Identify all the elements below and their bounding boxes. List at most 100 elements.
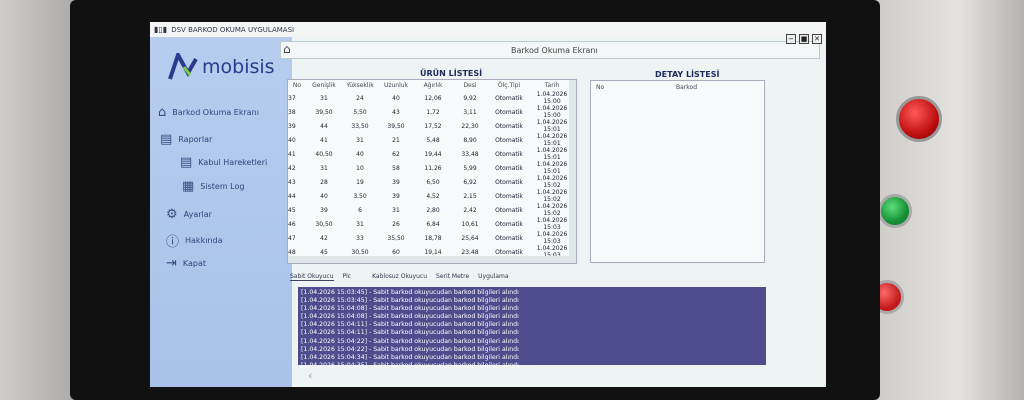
table-cell: Otomatik xyxy=(495,248,523,256)
table-cell: 40,50 xyxy=(315,150,333,158)
table-row[interactable]: 43 28 19 39 6,50 6,92 Otomatik 1.04.2026 15:02 xyxy=(288,175,574,189)
table-cell: 2,80 xyxy=(426,206,440,214)
tab-plc[interactable]: Plc xyxy=(342,273,352,280)
table-row[interactable]: 46 30,50 31 26 6,84 10,61 Otomatik 1.04.2026 15… xyxy=(288,217,574,231)
table-cell: 22,30 xyxy=(461,122,479,130)
green-button[interactable] xyxy=(878,194,912,228)
tab-uygulama[interactable]: Uygulama xyxy=(478,273,509,280)
table-cell: Otomatik xyxy=(495,192,523,200)
table-row[interactable]: 41 40,50 40 62 19,44 33,48 Otomatik 1.04.2026 1… xyxy=(288,147,574,161)
table-cell: Otomatik xyxy=(495,136,523,144)
table-cell: 44 xyxy=(288,192,296,200)
document-icon: ▦ xyxy=(182,179,195,194)
tab-kablosuz-okuyucu[interactable]: Kablosuz Okuyucu xyxy=(372,273,428,280)
table-row[interactable]: 38 39,50 5,50 43 1,72 3,11 Otomatik 1.04.2026 1… xyxy=(288,105,574,119)
table-cell: 42 xyxy=(320,234,328,242)
column-header[interactable]: No xyxy=(292,82,302,89)
table-row[interactable]: 45 39 6 31 2,80 2,42 Otomatik 1.04.2026 15:02 xyxy=(288,203,574,217)
table-cell: 47 xyxy=(288,234,296,242)
table-cell: 33,50 xyxy=(351,122,369,130)
table-row[interactable]: 37 31 24 40 12,06 9,92 Otomatik 1.04.2026 15:00 xyxy=(288,91,574,105)
table-cell: 8,90 xyxy=(463,136,477,144)
vertical-scrollbar[interactable] xyxy=(569,80,576,263)
table-cell: 62 xyxy=(392,150,400,158)
table-cell: Otomatik xyxy=(495,220,523,228)
table-cell: 6,50 xyxy=(426,178,440,186)
table-row[interactable]: 39 44 33,50 39,50 17,52 22,30 Otomatik 1.04.202… xyxy=(288,119,574,133)
detail-list-title: DETAY LİSTESİ xyxy=(655,70,720,79)
column-header[interactable]: Ölç.Tipi xyxy=(497,82,521,89)
table-cell: 2,42 xyxy=(463,206,477,214)
info-icon: ⓘ xyxy=(166,235,180,250)
table-cell: 6 xyxy=(358,206,362,214)
exit-icon: ⇥ xyxy=(166,256,177,271)
product-table: No Genişlik Yükseklik Uzunluk Ağırlık Desi Ölç… xyxy=(287,79,577,264)
table-cell: 31 xyxy=(320,94,328,102)
table-cell: 40 xyxy=(356,150,364,158)
back-arrow-icon[interactable]: ‹ xyxy=(308,369,313,382)
close-button[interactable]: ✕ xyxy=(812,34,822,44)
sidebar-item-barkod-okuma[interactable]: ⌂ Barkod Okuma Ekranı xyxy=(158,105,259,120)
table-cell: 18,78 xyxy=(424,234,442,242)
table-row[interactable]: 48 45 30,50 60 19,14 23,48 Otomatik 1.04.2026 1… xyxy=(288,245,574,259)
sidebar-item-raporlar[interactable]: ▤ Raporlar xyxy=(160,132,213,147)
table-cell: 41 xyxy=(320,136,328,144)
tab-sabit-okuyucu[interactable]: Sabit Okuyucu xyxy=(290,273,334,281)
home-icon[interactable]: ⌂ xyxy=(283,42,291,56)
table-cell: 40 xyxy=(320,192,328,200)
column-header[interactable]: Desi xyxy=(463,82,477,89)
column-header[interactable]: Genişlik xyxy=(312,82,336,89)
sidebar-item-kabul-hareketleri[interactable]: ▤ Kabul Hareketleri xyxy=(180,155,268,170)
column-header[interactable]: Yükseklik xyxy=(346,82,374,89)
table-cell: 58 xyxy=(392,164,400,172)
column-header-barkod: Barkod xyxy=(676,84,697,91)
column-header[interactable]: Tarih xyxy=(544,82,560,89)
column-header[interactable]: Uzunluk xyxy=(383,82,409,89)
table-cell: 10 xyxy=(356,164,364,172)
maximize-button[interactable]: ■ xyxy=(799,34,809,44)
log-entry: [1.04.2026 15:03:45] - Sabit barkod okuy… xyxy=(301,297,519,305)
sidebar: mobisis ⌂ Barkod Okuma Ekranı ▤ Raporlar ▤… xyxy=(150,37,292,387)
table-cell: 6,84 xyxy=(426,220,440,228)
log-entry: [1.04.2026 15:03:45] - Sabit barkod okuy… xyxy=(301,289,519,296)
table-cell: 38 xyxy=(288,108,296,116)
table-row[interactable]: 40 41 31 21 5,48 8,90 Otomatik 1.04.2026 15:01 xyxy=(288,133,574,147)
product-list-title: ÜRÜN LİSTESİ xyxy=(420,69,483,78)
sidebar-item-kapat[interactable]: ⇥ Kapat xyxy=(166,256,207,271)
column-header[interactable]: Ağırlık xyxy=(423,82,443,89)
sidebar-item-ayarlar[interactable]: ⚙ Ayarlar xyxy=(166,207,212,222)
table-cell: Otomatik xyxy=(495,122,523,130)
table-cell: 30,50 xyxy=(315,220,333,228)
table-cell: 35,50 xyxy=(387,234,405,242)
table-cell: 31 xyxy=(392,206,400,214)
sidebar-item-hakkinda[interactable]: ⓘ Hakkında xyxy=(166,231,222,250)
table-cell: 40 xyxy=(392,94,400,102)
table-cell: 41 xyxy=(288,150,296,158)
sidebar-item-sistem-log[interactable]: ▦ Sistem Log xyxy=(182,179,245,194)
log-entry: [1.04.2026 15:04:22] - Sabit barkod okuy… xyxy=(301,337,519,345)
log-entry: [1.04.2026 15:04:11] - Sabit barkod okuy… xyxy=(301,321,519,329)
table-cell: 1,72 xyxy=(426,108,440,116)
log-entry: [1.04.2026 15:04:22] - Sabit barkod okuy… xyxy=(301,345,519,353)
table-row[interactable]: 44 40 3,50 39 4,52 2,15 Otomatik 1.04.2026 15:0… xyxy=(288,189,574,203)
table-cell: 1.04.2026 15:03 xyxy=(536,245,568,259)
table-cell: 1.04.2026 15:01 xyxy=(536,161,568,175)
table-cell: 12,06 xyxy=(424,94,442,102)
title-bar: ▮▯▮ DSV BARKOD OKUMA UYGULAMASI xyxy=(150,22,826,37)
table-cell: Otomatik xyxy=(495,150,523,158)
table-cell: 33 xyxy=(356,234,364,242)
table-row[interactable]: 42 31 10 58 11,26 5,99 Otomatik 1.04.2026 15:01 xyxy=(288,161,574,175)
table-row[interactable]: 47 42 33 35,50 18,78 25,64 Otomatik 1.04.2026 1… xyxy=(288,231,574,245)
gear-icon: ⚙ xyxy=(166,207,178,222)
table-cell: 1.04.2026 15:00 xyxy=(536,105,568,119)
emergency-stop-button[interactable] xyxy=(896,96,942,142)
horizontal-scrollbar[interactable] xyxy=(288,256,571,263)
log-entry: [1.04.2026 15:04:08] - Sabit barkod okuy… xyxy=(301,305,519,313)
table-cell: 11,26 xyxy=(424,164,442,172)
log-entry: [1.04.2026 15:04:35] - Sabit barkod okuy… xyxy=(301,361,519,369)
table-cell: 1.04.2026 15:02 xyxy=(536,189,568,203)
tab-serit-metre[interactable]: Serit Metre xyxy=(436,273,470,280)
table-cell: 1.04.2026 15:01 xyxy=(536,119,568,133)
table-cell: 5,48 xyxy=(426,136,440,144)
minimize-button[interactable]: − xyxy=(786,34,796,44)
